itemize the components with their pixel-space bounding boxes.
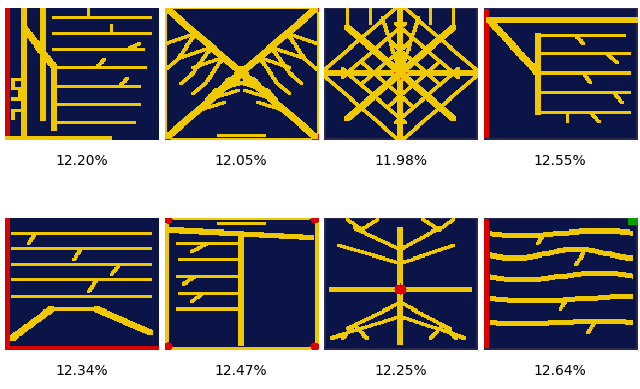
Text: 12.34%: 12.34% (56, 364, 108, 378)
Text: 12.20%: 12.20% (56, 154, 108, 168)
Text: 12.55%: 12.55% (534, 154, 586, 168)
Text: 12.64%: 12.64% (534, 364, 587, 378)
Text: 12.05%: 12.05% (215, 154, 268, 168)
Text: 12.47%: 12.47% (215, 364, 268, 378)
Text: 12.25%: 12.25% (374, 364, 427, 378)
Text: 11.98%: 11.98% (374, 154, 428, 168)
